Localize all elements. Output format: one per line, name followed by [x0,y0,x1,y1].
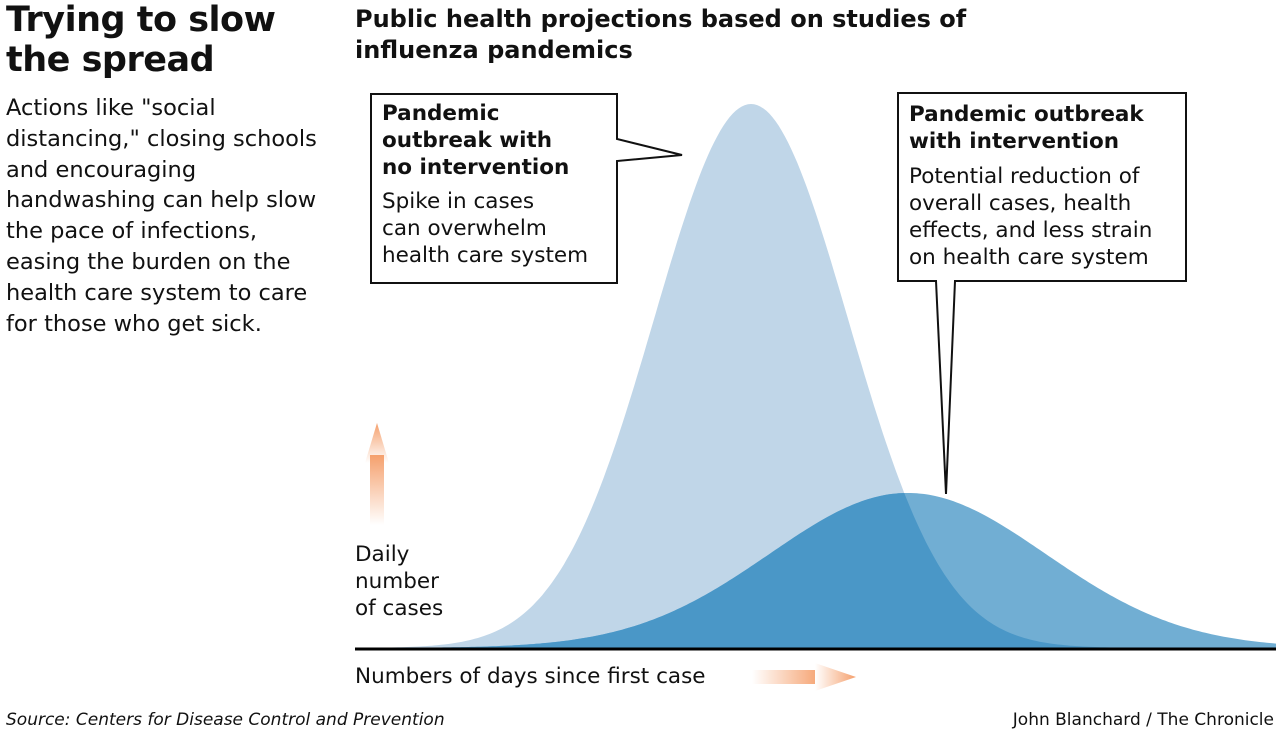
svg-text:Pandemic outbreak with i: Pandemic outbreak with intervention Pote… [909,102,1159,270]
svg-text:Pandemic outbreak with: Pandemic outbreak with no intervention S… [382,101,588,268]
credit-note: John Blanchard / The Chronicle [1012,710,1274,730]
x-axis-arrow [752,663,856,691]
source-note: Source: Centers for Disease Control and … [6,710,445,730]
headline: Trying to slow the spread [6,0,276,80]
y-axis-arrow [365,423,389,525]
chart-title: Public health projections based on studi… [355,5,967,64]
x-axis-label: Numbers of days since first case [355,664,706,689]
callout-no-intervention: Pandemic outbreak with no intervention S… [370,93,683,284]
y-axis-label: Daily number of cases [355,542,446,621]
intro-text: Actions like "social distancing," closin… [6,95,317,337]
callout-with-intervention: Pandemic outbreak with intervention Pote… [897,92,1187,495]
curve-no-intervention [355,104,1276,648]
